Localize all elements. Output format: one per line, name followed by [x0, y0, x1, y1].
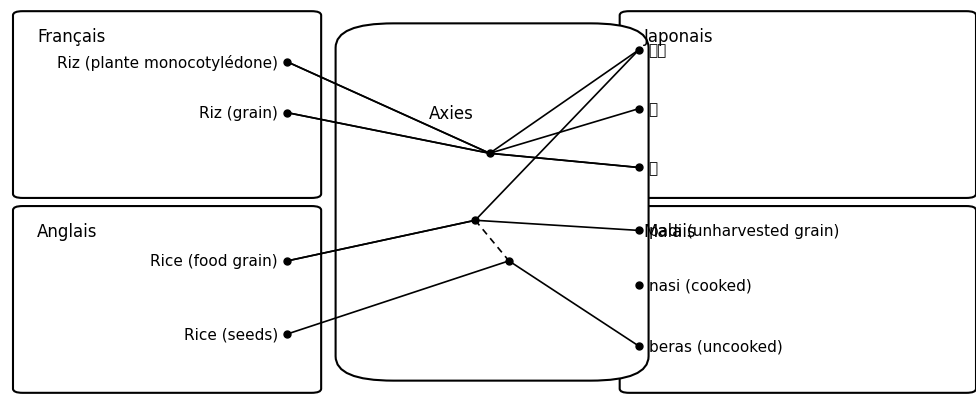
FancyBboxPatch shape [336, 24, 649, 381]
Text: nasi (cooked): nasi (cooked) [649, 278, 752, 293]
Text: Riz (plante monocotylédone): Riz (plante monocotylédone) [57, 55, 278, 71]
Text: beras (uncooked): beras (uncooked) [649, 339, 783, 354]
Text: Riz (grain): Riz (grain) [199, 106, 278, 121]
Text: Malais: Malais [644, 223, 697, 241]
Text: Français: Français [37, 28, 105, 46]
Text: Japonais: Japonais [644, 28, 713, 46]
Text: Axies: Axies [428, 104, 473, 122]
Text: 御飯: 御飯 [649, 43, 667, 58]
Text: Rice (food grain): Rice (food grain) [150, 254, 278, 269]
Text: 米: 米 [649, 102, 658, 117]
Text: padi (unharvested grain): padi (unharvested grain) [649, 224, 839, 238]
FancyBboxPatch shape [620, 207, 976, 393]
Text: Rice (seeds): Rice (seeds) [183, 327, 278, 341]
Text: 稲: 稲 [649, 161, 658, 175]
Text: Anglais: Anglais [37, 223, 98, 241]
FancyBboxPatch shape [13, 207, 321, 393]
FancyBboxPatch shape [620, 12, 976, 198]
FancyBboxPatch shape [13, 12, 321, 198]
